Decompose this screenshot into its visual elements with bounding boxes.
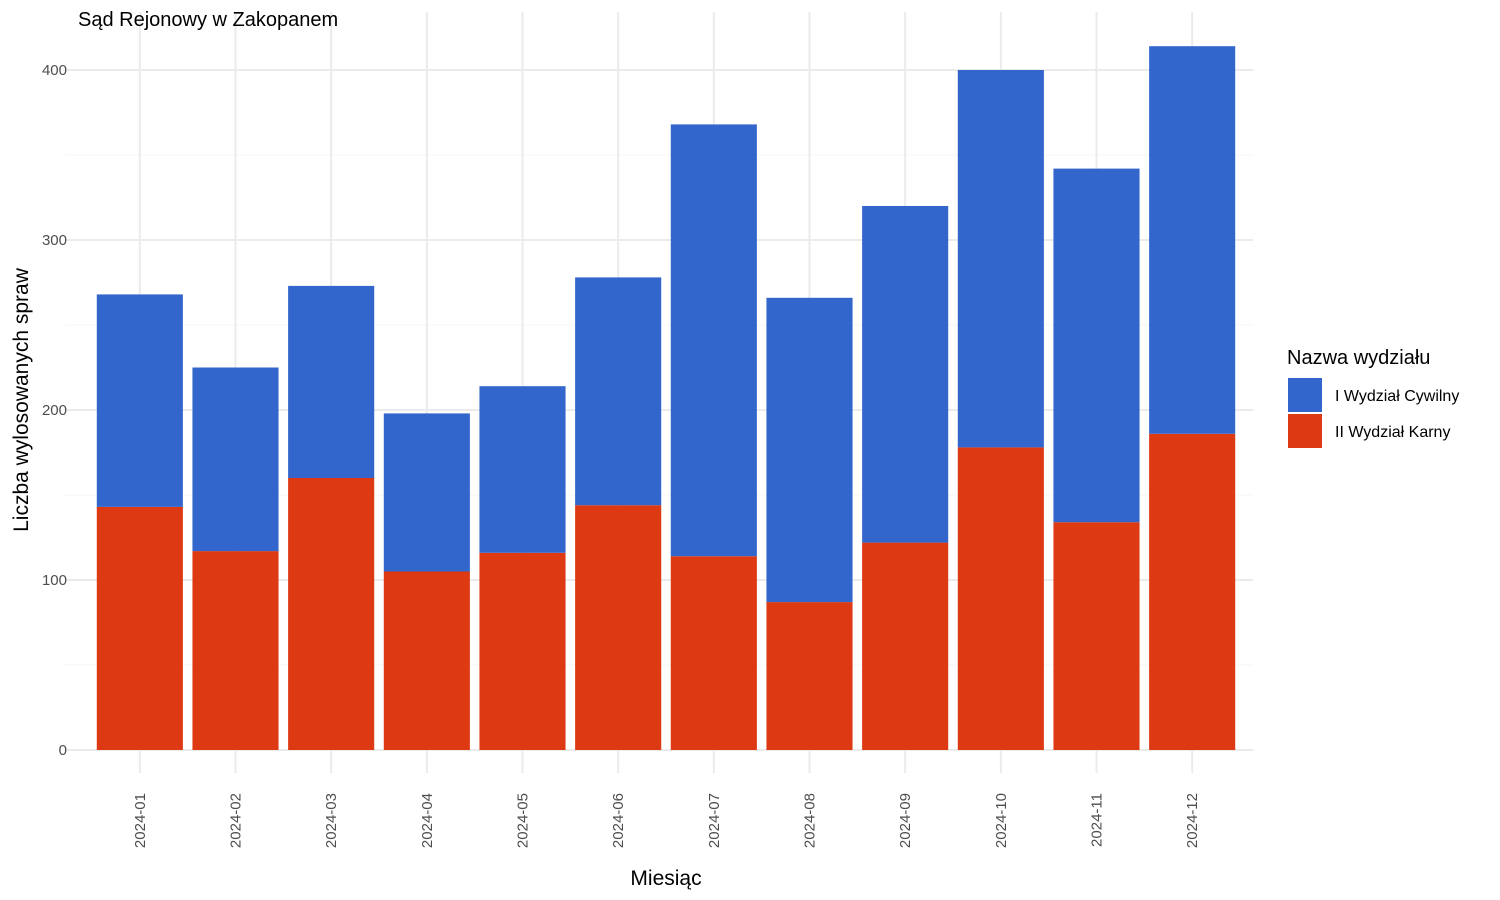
bar-segment	[479, 386, 566, 553]
bar-segment	[862, 542, 949, 750]
legend-items: I Wydział Cywilny II Wydział Karny	[1288, 378, 1459, 448]
chart-title: Sąd Rejonowy w Zakopanem	[78, 9, 338, 31]
x-axis-title: Miesiąc	[630, 867, 701, 890]
bar-segment	[670, 556, 757, 750]
legend-swatch	[1288, 414, 1322, 448]
bar-segment	[766, 297, 853, 603]
x-tick-label: 2024-07	[706, 793, 723, 848]
y-tick-label: 100	[42, 572, 67, 589]
x-tick-label: 2024-02	[228, 793, 245, 848]
bar-segment	[575, 277, 662, 506]
x-tick-label: 2024-10	[993, 793, 1010, 848]
bars	[96, 46, 1236, 750]
legend: Nazwa wydziału I Wydział Cywilny II Wydzi…	[1287, 347, 1459, 448]
bar-segment	[96, 294, 183, 507]
y-axis-title: Liczba wylosowanych spraw	[10, 267, 33, 532]
x-tick-label: 2024-06	[610, 793, 627, 848]
x-tick-label: 2024-11	[1089, 793, 1106, 847]
x-tick-label: 2024-09	[897, 793, 914, 848]
y-tick-label: 200	[42, 402, 67, 419]
y-tick-label: 400	[42, 62, 67, 79]
bar-segment	[670, 124, 757, 557]
bar-segment	[288, 285, 375, 478]
bar-segment	[192, 551, 279, 750]
legend-label: I Wydział Cywilny	[1335, 388, 1459, 405]
bar-segment	[479, 552, 566, 750]
bar-segment	[1149, 433, 1236, 750]
bar-segment	[575, 505, 662, 750]
x-tick-label: 2024-05	[515, 793, 532, 848]
x-tick-label: 2024-04	[419, 793, 436, 848]
x-axis-tick-labels: 2024-01 2024-02 2024-03 2024-04 2024-05 2024-…	[132, 793, 1201, 848]
y-axis-tick-labels: 0 100 200 300 400	[42, 62, 67, 759]
bar-segment	[192, 367, 279, 552]
bar-segment	[1053, 522, 1140, 750]
bar-segment	[1149, 46, 1236, 434]
bar-segment	[957, 447, 1044, 750]
y-tick-label: 0	[59, 742, 67, 759]
x-tick-label: 2024-01	[132, 793, 149, 848]
bar-segment	[1053, 168, 1140, 523]
bar-segment	[288, 478, 375, 750]
bar-segment	[96, 506, 183, 750]
bar-segment	[862, 206, 949, 543]
legend-swatch	[1288, 378, 1322, 412]
bar-segment	[766, 602, 853, 750]
x-tick-label: 2024-03	[323, 793, 340, 848]
legend-title: Nazwa wydziału	[1287, 347, 1430, 369]
x-tick-label: 2024-12	[1184, 793, 1201, 848]
y-tick-label: 300	[42, 232, 67, 249]
x-tick-label: 2024-08	[802, 793, 819, 848]
bar-segment	[957, 70, 1044, 448]
bar-segment	[383, 413, 470, 572]
legend-label: II Wydział Karny	[1335, 424, 1450, 441]
bar-segment	[383, 571, 470, 750]
